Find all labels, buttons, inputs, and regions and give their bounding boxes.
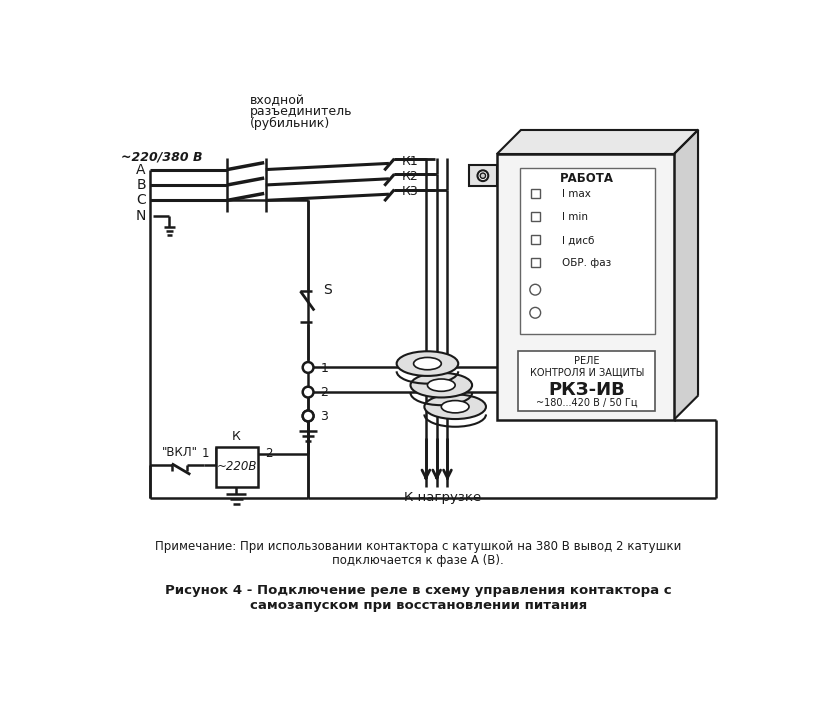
Polygon shape (497, 130, 698, 154)
Ellipse shape (410, 373, 472, 397)
Text: (рубильник): (рубильник) (251, 117, 330, 130)
Circle shape (530, 284, 541, 295)
Text: Рисунок 4 - Подключение реле в схему управления контактора с: Рисунок 4 - Подключение реле в схему упр… (165, 584, 672, 598)
Ellipse shape (441, 400, 469, 413)
Text: ~180...420 В / 50 Гц: ~180...420 В / 50 Гц (536, 397, 637, 407)
Ellipse shape (480, 173, 486, 179)
Text: разъединитель: разъединитель (251, 105, 353, 118)
Text: S: S (323, 283, 332, 297)
Text: "ВКЛ": "ВКЛ" (162, 446, 197, 459)
Text: КОНТРОЛЯ И ЗАЩИТЫ: КОНТРОЛЯ И ЗАЩИТЫ (530, 367, 644, 377)
Text: самозапуском при восстановлении питания: самозапуском при восстановлении питания (250, 599, 587, 612)
Text: К нагрузке: К нагрузке (404, 491, 481, 504)
Bar (530, 258, 540, 267)
Text: A: A (136, 163, 146, 176)
Bar (520, 168, 654, 333)
Ellipse shape (414, 357, 441, 370)
Circle shape (303, 362, 313, 373)
Bar (530, 235, 540, 244)
Polygon shape (674, 130, 698, 420)
Text: ~220В: ~220В (216, 460, 257, 473)
Text: К3: К3 (402, 185, 419, 199)
Text: ~220/380 В: ~220/380 В (121, 150, 202, 163)
Text: РЕЛЕ: РЕЛЕ (574, 356, 600, 366)
Text: входной: входной (251, 94, 305, 107)
Text: N: N (135, 209, 146, 222)
Ellipse shape (428, 379, 455, 391)
Ellipse shape (397, 351, 459, 376)
Bar (518, 351, 655, 411)
Text: C: C (136, 194, 146, 207)
Text: 2: 2 (321, 387, 328, 400)
Text: 3: 3 (321, 410, 328, 423)
Text: подключается к фазе А (В).: подключается к фазе А (В). (332, 554, 504, 567)
Bar (530, 189, 540, 198)
Bar (530, 212, 540, 221)
Text: К1: К1 (402, 155, 419, 168)
Text: B: B (136, 178, 146, 192)
Bar (469, 165, 497, 186)
Text: Примечание: При использовании контактора с катушкой на 380 В вывод 2 катушки: Примечание: При использовании контактора… (155, 540, 681, 554)
Bar (215, 446, 258, 487)
Text: К2: К2 (402, 170, 419, 183)
Text: РАБОТА: РАБОТА (560, 172, 614, 185)
Circle shape (303, 410, 313, 421)
Circle shape (303, 410, 313, 421)
Circle shape (303, 387, 313, 397)
Ellipse shape (424, 395, 486, 419)
Text: ОБР. фаз: ОБР. фаз (562, 258, 611, 269)
Text: 1: 1 (321, 361, 328, 374)
Text: I max: I max (562, 189, 591, 199)
Circle shape (530, 307, 541, 318)
Text: I дисб: I дисб (562, 235, 595, 246)
Text: 2: 2 (265, 447, 273, 460)
Ellipse shape (477, 171, 488, 181)
Bar (497, 154, 674, 420)
Text: К: К (232, 431, 241, 444)
Text: I min: I min (562, 212, 588, 222)
Text: 1: 1 (202, 447, 209, 460)
Text: РКЗ-ИВ: РКЗ-ИВ (548, 381, 625, 399)
